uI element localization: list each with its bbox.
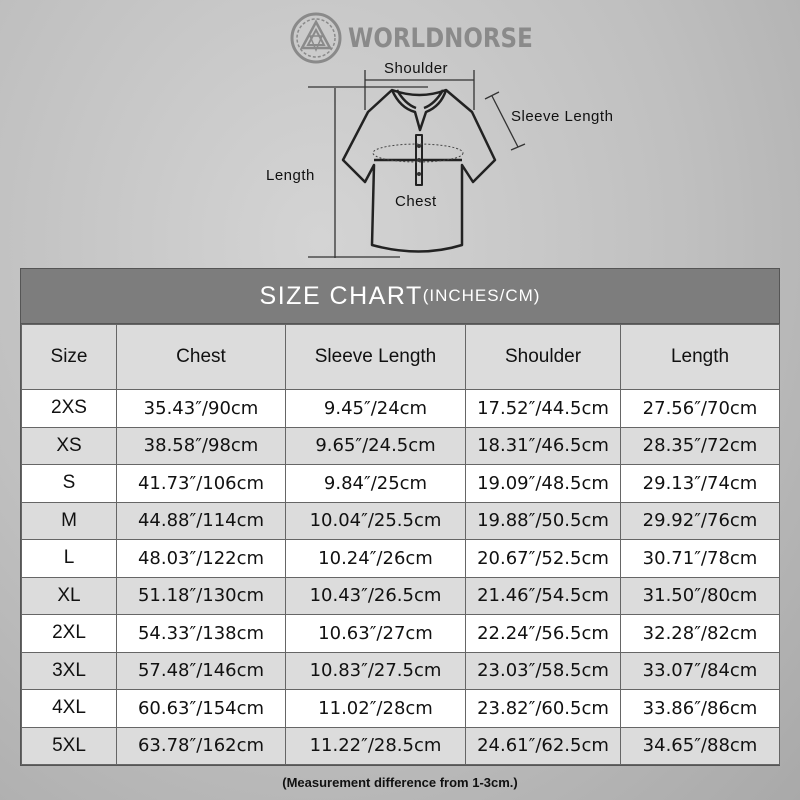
title-units: (INCHES/CM): [422, 286, 541, 305]
table-row: 5XL 63.78″/162cm 11.22″/28.5cm 24.61″/62.5c…: [21, 726, 780, 765]
header-sleeve-length: Sleeve Length: [285, 324, 466, 390]
cell-chest: 54.33″/138cm: [116, 614, 286, 653]
cell-sleeve-length: 11.02″/28cm: [285, 689, 466, 728]
cell-sleeve-length: 10.04″/25.5cm: [285, 501, 466, 540]
cell-length: 29.13″/74cm: [620, 464, 780, 503]
cell-length: 27.56″/70cm: [620, 389, 780, 428]
cell-size: 5XL: [21, 726, 117, 765]
sleeve-length-label: Sleeve Length: [511, 108, 614, 125]
table-row: XL 51.18″/130cm 10.43″/26.5cm 21.46″/54.5cm…: [21, 576, 780, 615]
cell-length: 31.50″/80cm: [620, 576, 780, 615]
cell-sleeve-length: 10.24″/26cm: [285, 539, 466, 578]
cell-shoulder: 20.67″/52.5cm: [465, 539, 621, 578]
cell-size: 2XL: [21, 614, 117, 653]
table-row: L 48.03″/122cm 10.24″/26cm 20.67″/52.5cm 30.…: [21, 539, 780, 578]
cell-size: 2XS: [21, 389, 117, 428]
table-row: XS 38.58″/98cm 9.65″/24.5cm 18.31″/46.5cm 28…: [21, 426, 780, 465]
chest-label: Chest: [395, 193, 437, 210]
cell-chest: 41.73″/106cm: [116, 464, 286, 503]
title-text: SIZE CHART: [259, 281, 423, 310]
cell-chest: 35.43″/90cm: [116, 389, 286, 428]
table-row: 3XL 57.48″/146cm 10.83″/27.5cm 23.03″/58.5c…: [21, 651, 780, 690]
size-chart-table: SIZE CHART (INCHES/CM) Size Chest Sleeve …: [20, 268, 780, 766]
cell-size: XS: [21, 426, 117, 465]
table-row: S 41.73″/106cm 9.84″/25cm 19.09″/48.5cm 29.1…: [21, 464, 780, 503]
cell-chest: 38.58″/98cm: [116, 426, 286, 465]
measurement-note: (Measurement difference from 1-3cm.): [282, 775, 518, 790]
cell-sleeve-length: 10.63″/27cm: [285, 614, 466, 653]
cell-chest: 57.48″/146cm: [116, 651, 286, 690]
header-shoulder: Shoulder: [465, 324, 621, 390]
header-row: Size Chest Sleeve Length Shoulder Length: [21, 324, 780, 390]
cell-chest: 51.18″/130cm: [116, 576, 286, 615]
cell-sleeve-length: 9.84″/25cm: [285, 464, 466, 503]
cell-shoulder: 21.46″/54.5cm: [465, 576, 621, 615]
cell-length: 29.92″/76cm: [620, 501, 780, 540]
cell-shoulder: 22.24″/56.5cm: [465, 614, 621, 653]
cell-size: M: [21, 501, 117, 540]
cell-sleeve-length: 9.65″/24.5cm: [285, 426, 466, 465]
cell-sleeve-length: 11.22″/28.5cm: [285, 726, 466, 765]
table-row: 2XL 54.33″/138cm 10.63″/27cm 22.24″/56.5cm 3…: [21, 614, 780, 653]
header-chest: Chest: [116, 324, 286, 390]
header-length: Length: [620, 324, 780, 390]
cell-sleeve-length: 10.43″/26.5cm: [285, 576, 466, 615]
length-label: Length: [266, 167, 315, 184]
cell-chest: 60.63″/154cm: [116, 689, 286, 728]
brand-name: WORLDNORSE: [348, 22, 533, 54]
cell-size: XL: [21, 576, 117, 615]
table-row: 2XS 35.43″/90cm 9.45″/24cm 17.52″/44.5cm 27.…: [21, 389, 780, 428]
cell-shoulder: 24.61″/62.5cm: [465, 726, 621, 765]
cell-chest: 44.88″/114cm: [116, 501, 286, 540]
cell-size: 3XL: [21, 651, 117, 690]
cell-chest: 63.78″/162cm: [116, 726, 286, 765]
brand-logo: WORLDNORSE: [290, 12, 565, 64]
cell-shoulder: 17.52″/44.5cm: [465, 389, 621, 428]
cell-length: 32.28″/82cm: [620, 614, 780, 653]
cell-sleeve-length: 10.83″/27.5cm: [285, 651, 466, 690]
cell-shoulder: 19.88″/50.5cm: [465, 501, 621, 540]
cell-length: 33.86″/86cm: [620, 689, 780, 728]
cell-shoulder: 23.82″/60.5cm: [465, 689, 621, 728]
cell-size: L: [21, 539, 117, 578]
shirt-diagram: [308, 70, 526, 258]
cell-chest: 48.03″/122cm: [116, 539, 286, 578]
valknut-icon: [290, 12, 342, 64]
cell-shoulder: 19.09″/48.5cm: [465, 464, 621, 503]
cell-length: 28.35″/72cm: [620, 426, 780, 465]
cell-shoulder: 18.31″/46.5cm: [465, 426, 621, 465]
size-chart-title: SIZE CHART (INCHES/CM): [21, 269, 779, 324]
table-row: 4XL 60.63″/154cm 11.02″/28cm 23.82″/60.5cm 3…: [21, 689, 780, 728]
header-size: Size: [21, 324, 117, 390]
cell-size: 4XL: [21, 689, 117, 728]
cell-length: 30.71″/78cm: [620, 539, 780, 578]
cell-size: S: [21, 464, 117, 503]
cell-sleeve-length: 9.45″/24cm: [285, 389, 466, 428]
shoulder-label: Shoulder: [384, 60, 449, 77]
table-row: M 44.88″/114cm 10.04″/25.5cm 19.88″/50.5cm 2…: [21, 501, 780, 540]
cell-length: 34.65″/88cm: [620, 726, 780, 765]
cell-shoulder: 23.03″/58.5cm: [465, 651, 621, 690]
cell-length: 33.07″/84cm: [620, 651, 780, 690]
